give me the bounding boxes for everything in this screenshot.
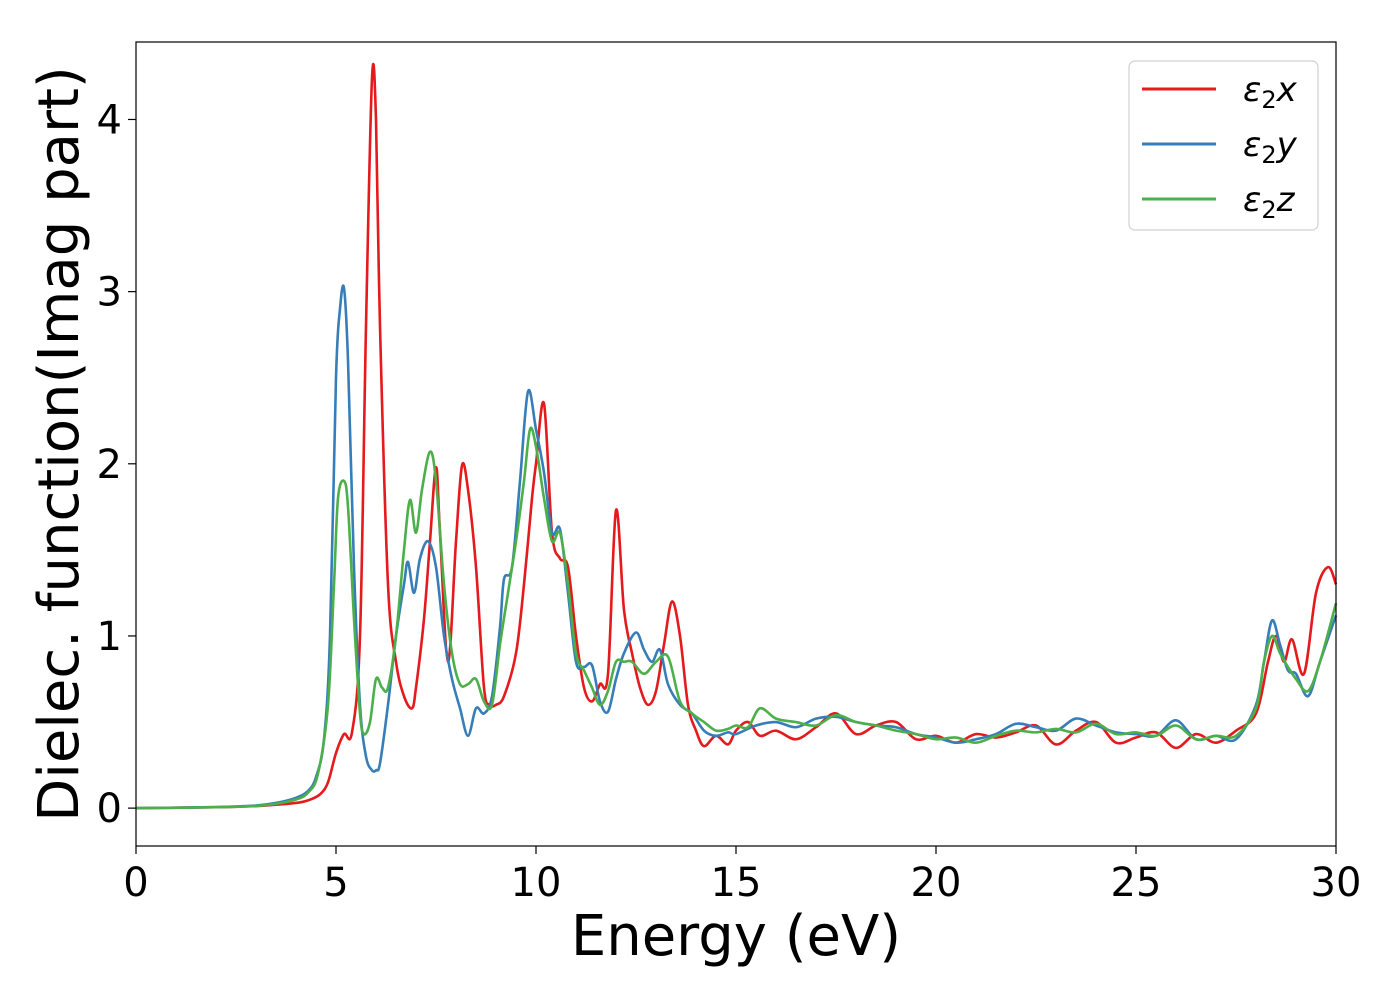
legend-label-x: ε2x [1243, 70, 1298, 114]
x-axis-label: Energy (eV) [571, 904, 901, 969]
x-tick-label: 5 [323, 860, 348, 906]
legend-label-z: ε2z [1243, 180, 1296, 224]
y-axis-label: Dielec. function(Imag part) [27, 66, 92, 822]
legend-label-y: ε2y [1243, 125, 1298, 169]
series-line-z [135, 426, 1338, 810]
series-lines [135, 62, 1338, 810]
y-tick-label: 4 [97, 97, 122, 143]
x-tick-label: 30 [1311, 860, 1362, 906]
x-tick-label: 15 [711, 860, 762, 906]
y-tick-label: 1 [97, 614, 122, 660]
x-tick-label: 10 [511, 860, 562, 906]
x-axis: 0 5 10 15 20 25 30 [123, 846, 1361, 906]
legend: ε2x ε2y ε2z [1128, 60, 1319, 231]
y-tick-label: 3 [97, 270, 122, 316]
y-tick-label: 0 [97, 786, 122, 832]
y-tick-label: 2 [97, 442, 122, 488]
x-tick-label: 20 [911, 860, 962, 906]
legend-frame [1128, 60, 1319, 231]
x-tick-label: 0 [123, 860, 148, 906]
x-tick-label: 25 [1111, 860, 1162, 906]
y-axis: 0 1 2 3 4 [97, 97, 136, 832]
